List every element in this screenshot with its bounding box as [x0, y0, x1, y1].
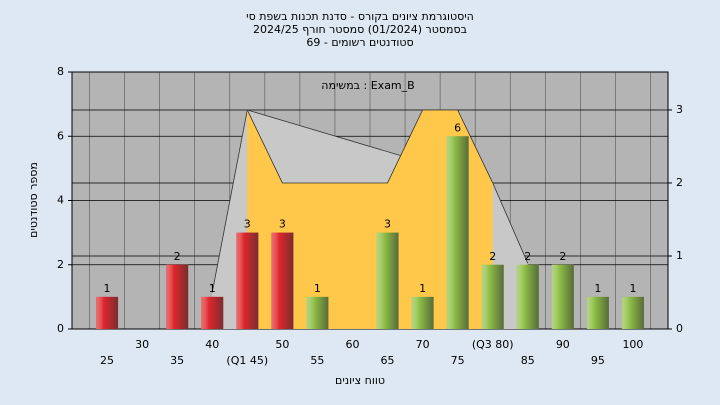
bar — [516, 264, 539, 329]
value-label: 1 — [314, 282, 321, 295]
value-label: 2 — [524, 250, 531, 263]
y2-tick-label: 0 — [676, 322, 683, 335]
x-tick-label: 25 — [100, 354, 114, 367]
value-label: 3 — [279, 218, 286, 231]
y-tick-label: 2 — [57, 258, 64, 271]
chart-subtitle: 69 - סטודנטים רשומים — [306, 36, 413, 49]
bar — [481, 264, 504, 329]
chart-title: היסטוגרמת ציונים בקורס - סדנת תכנות בשפת… — [246, 10, 474, 23]
value-label: 3 — [384, 218, 391, 231]
value-label: 6 — [454, 121, 461, 134]
bar — [271, 232, 294, 329]
bar — [586, 296, 609, 329]
bar — [376, 232, 399, 329]
x-tick-label: (Q1 45) — [226, 354, 268, 367]
x-tick-label: 65 — [381, 354, 395, 367]
bar — [236, 232, 259, 329]
bar — [411, 296, 434, 329]
x-tick-label: 35 — [170, 354, 184, 367]
y-axis-label: מספר סטודנטים — [27, 162, 40, 238]
x-tick-label: (Q3 80) — [472, 338, 514, 351]
y2-tick-label: 2 — [676, 176, 683, 189]
value-label: 1 — [594, 282, 601, 295]
x-tick-label: 30 — [135, 338, 149, 351]
y-tick-label: 6 — [57, 129, 64, 142]
x-tick-label: 50 — [275, 338, 289, 351]
annotation: במשימה : Exam_B — [321, 79, 414, 92]
area — [247, 109, 493, 329]
value-label: 1 — [104, 282, 111, 295]
value-label: 2 — [489, 250, 496, 263]
value-label: 2 — [174, 250, 181, 263]
x-tick-label: 90 — [556, 338, 570, 351]
area-line — [211, 109, 529, 293]
x-axis-label: טווח ציונים — [335, 374, 385, 387]
area-line — [246, 109, 494, 184]
bar — [551, 264, 574, 329]
value-label: 1 — [629, 282, 636, 295]
y-tick-label: 4 — [57, 194, 64, 207]
bar — [96, 296, 119, 329]
value-label: 3 — [244, 218, 251, 231]
bar — [621, 296, 644, 329]
value-label: 1 — [419, 282, 426, 295]
x-tick-label: 70 — [416, 338, 430, 351]
value-label: 2 — [559, 250, 566, 263]
bar — [446, 136, 469, 329]
bar — [201, 296, 224, 329]
bar — [306, 296, 329, 329]
x-tick-label: 55 — [310, 354, 324, 367]
x-tick-label: 95 — [591, 354, 605, 367]
y2-tick-label: 1 — [676, 249, 683, 262]
x-tick-label: 85 — [521, 354, 535, 367]
y2-tick-label: 3 — [676, 103, 683, 116]
y-tick-label: 8 — [57, 65, 64, 78]
x-tick-label: 75 — [451, 354, 465, 367]
value-label: 1 — [209, 282, 216, 295]
x-tick-label: 40 — [205, 338, 219, 351]
x-tick-label: 100 — [622, 338, 643, 351]
bar — [166, 264, 189, 329]
chart-subtitle: בסמסטר (01/2024) סמסטר חורף 2024/25 — [253, 23, 467, 36]
y-tick-label: 0 — [57, 322, 64, 335]
x-tick-label: 60 — [345, 338, 359, 351]
